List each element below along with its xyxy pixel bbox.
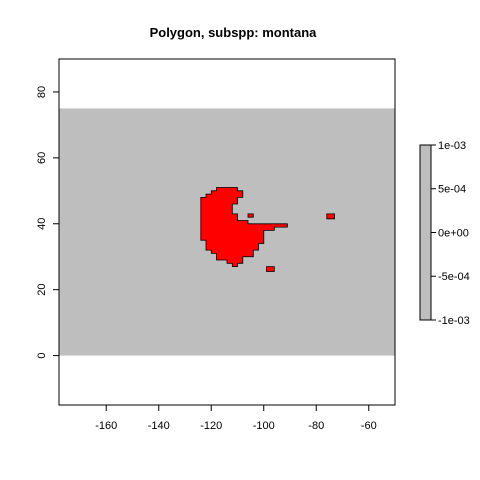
legend-colorbar — [419, 144, 432, 321]
y-tick-label: 0 — [36, 353, 48, 359]
plot-area — [58, 58, 396, 406]
x-tick-label: -100 — [253, 420, 275, 432]
y-tick-label: 20 — [36, 284, 48, 296]
x-tick-label: -120 — [200, 420, 222, 432]
legend-tick-label: 5e-04 — [438, 184, 466, 196]
legend-tick-label: 1e-03 — [438, 140, 466, 152]
x-tick-label: -60 — [361, 420, 377, 432]
x-tick-label: -80 — [308, 420, 324, 432]
legend-tick-label: -5e-04 — [438, 271, 470, 283]
x-axis: -160 -140 -120 -100 -80 -60 — [95, 405, 377, 432]
y-tick-label: 40 — [36, 218, 48, 230]
polygon-range — [200, 187, 288, 268]
legend-tick-label: 0e+00 — [438, 227, 469, 239]
legend: 1e-03 5e-04 0e+00 -5e-04 -1e-03 — [419, 140, 470, 327]
y-axis: 0 20 40 60 80 — [36, 86, 59, 359]
x-tick-label: -140 — [148, 420, 170, 432]
plot-frame — [58, 58, 396, 406]
polygon-island-south — [265, 266, 275, 272]
y-tick-label: 60 — [36, 152, 48, 164]
polygon-notch — [247, 213, 254, 218]
chart-title: Polygon, subspp: montana — [150, 25, 318, 40]
polygon-island-east — [326, 213, 336, 220]
x-tick-label: -160 — [95, 420, 117, 432]
y-tick-label: 80 — [36, 86, 48, 98]
legend-tick-label: -1e-03 — [438, 315, 470, 327]
